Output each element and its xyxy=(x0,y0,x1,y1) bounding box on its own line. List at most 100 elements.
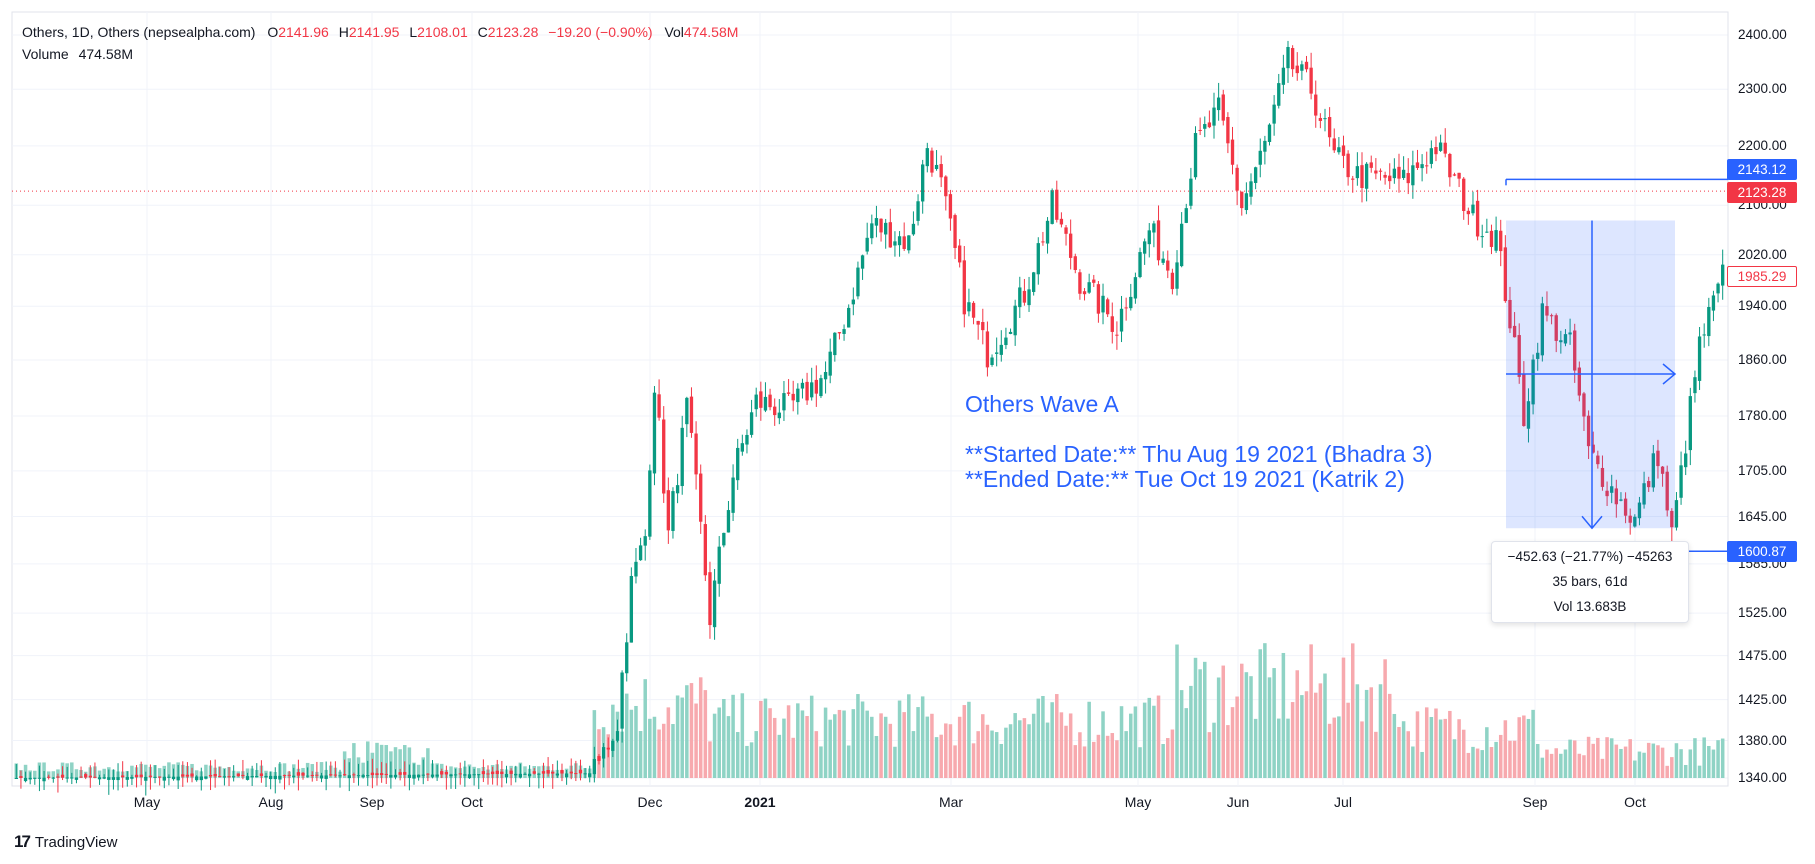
volume-bar xyxy=(1253,718,1258,778)
volume-bar xyxy=(796,703,800,778)
annotation-title: Others Wave A xyxy=(965,391,1119,417)
volume-bar xyxy=(717,707,721,778)
candle-body xyxy=(1466,210,1471,215)
candle-body xyxy=(176,776,180,781)
volume-bar xyxy=(1619,748,1623,778)
candle-body xyxy=(948,194,953,219)
candle-body xyxy=(181,774,185,777)
volume-bar xyxy=(1166,738,1170,778)
candle-body xyxy=(139,774,143,777)
candle-body xyxy=(1226,117,1230,144)
candle-body xyxy=(1471,204,1475,214)
volume-bar xyxy=(1018,720,1022,778)
candle-body xyxy=(828,351,832,376)
brand-logo[interactable]: 17 TradingView xyxy=(14,832,117,852)
x-tick-label: May xyxy=(133,794,161,810)
change-value: −19.20 (−0.90%) xyxy=(548,24,653,40)
candle-body xyxy=(1036,243,1040,275)
candle-body xyxy=(1235,167,1239,191)
volume-bar xyxy=(675,695,680,778)
candle-body xyxy=(925,148,929,167)
volume-bar xyxy=(1697,765,1702,778)
candle-body xyxy=(421,774,425,776)
volume-label: Volume xyxy=(22,46,69,62)
candle-body xyxy=(879,218,883,233)
candle-body xyxy=(1596,455,1600,465)
candle-body xyxy=(347,775,351,779)
volume-bar xyxy=(1577,753,1582,778)
vol-value: 474.58M xyxy=(683,24,739,40)
volume-bar xyxy=(426,748,430,778)
volume-bar xyxy=(1276,718,1281,778)
last-price-badge: 2123.28 xyxy=(1727,182,1797,203)
candle-body xyxy=(65,777,69,779)
volume-bar xyxy=(1443,718,1447,778)
volume-bar xyxy=(1646,742,1651,778)
candle-body xyxy=(1290,48,1295,70)
volume-bar xyxy=(1249,676,1253,778)
candle-body xyxy=(615,731,620,741)
wave-annotation[interactable]: Others Wave A **Started Date:** Thu Aug … xyxy=(965,392,1433,492)
volume-bar xyxy=(1670,757,1674,778)
candle-body xyxy=(999,344,1003,355)
candle-body xyxy=(273,775,277,780)
volume-bar xyxy=(1711,749,1716,778)
candle-body xyxy=(329,774,333,776)
candle-body xyxy=(1314,94,1318,116)
volume-bar xyxy=(1124,731,1128,778)
candle-body xyxy=(1425,165,1429,167)
volume-bar xyxy=(819,746,823,778)
volume-bar xyxy=(1586,736,1591,778)
legend-header: Others, 1D, Others (nepsealpha.com) O214… xyxy=(22,24,738,40)
candle-body xyxy=(416,774,421,778)
candle-body xyxy=(1212,107,1216,126)
candle-body xyxy=(1031,272,1036,292)
volume-bar xyxy=(1244,672,1249,778)
candle-body xyxy=(144,776,148,781)
candle-body xyxy=(1485,231,1489,233)
x-tick-label: Oct xyxy=(1624,794,1646,810)
candle-body xyxy=(111,777,116,780)
volume-bar xyxy=(842,710,846,778)
volume-bar xyxy=(638,731,643,778)
volume-bar xyxy=(703,690,708,778)
volume-bar xyxy=(911,731,916,778)
candle-body xyxy=(412,774,416,779)
candle-body xyxy=(107,777,111,780)
volume-bar xyxy=(1147,697,1152,778)
candle-body xyxy=(897,236,902,246)
candle-body xyxy=(1263,140,1267,152)
candle-body xyxy=(28,777,32,780)
candle-body xyxy=(1221,94,1225,121)
brand-name: TradingView xyxy=(34,833,118,851)
volume-bar xyxy=(994,732,999,778)
volume-bar xyxy=(1235,696,1239,778)
volume-bar xyxy=(361,762,365,778)
volume-bar xyxy=(1323,673,1327,778)
candle-body xyxy=(1216,97,1221,111)
volume-bar xyxy=(1096,734,1101,778)
volume-bar xyxy=(1387,693,1392,778)
candle-body xyxy=(1660,466,1665,474)
candle-body xyxy=(79,776,83,778)
candle-body xyxy=(426,773,430,775)
volume-bar xyxy=(1318,683,1323,778)
volume-bar xyxy=(990,730,994,778)
candle-body xyxy=(310,774,314,776)
volume-bar xyxy=(1554,748,1558,778)
volume-bar xyxy=(971,743,976,778)
candle-body xyxy=(703,524,708,576)
volume-bar xyxy=(897,700,902,778)
volume-bar xyxy=(1683,764,1688,778)
y-tick-label: 2400.00 xyxy=(1738,27,1787,42)
candle-body xyxy=(481,771,486,775)
y-tick-label: 1940.00 xyxy=(1738,298,1787,314)
candle-body xyxy=(962,260,966,315)
volume-bar xyxy=(930,713,934,778)
volume-bar xyxy=(1230,707,1235,778)
candle-body xyxy=(292,775,296,777)
candle-body xyxy=(675,485,680,494)
x-tick-label: Mar xyxy=(938,794,964,810)
candle-body xyxy=(153,776,157,778)
